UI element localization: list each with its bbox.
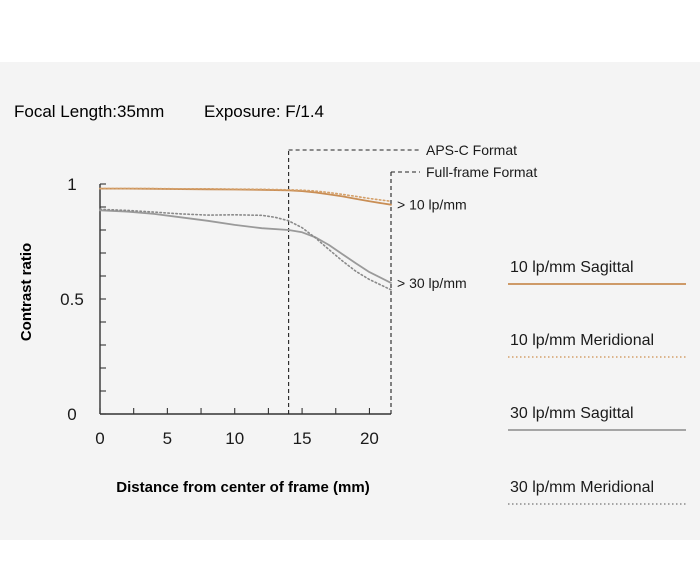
focal-length-label: Focal Length:35mm	[14, 102, 164, 121]
series-line	[99, 187, 392, 206]
y-tick-label: 0.5	[60, 290, 84, 309]
x-tick-label: 15	[293, 429, 312, 448]
legend-label: 30 lp/mm Meridional	[510, 479, 654, 496]
series-line	[99, 209, 392, 284]
chart-annotations: > 10 lp/mm > 30 lp/mm	[397, 197, 467, 291]
x-tick-label: 0	[95, 429, 104, 448]
exposure-label: Exposure: F/1.4	[204, 102, 324, 121]
series-annotation: > 10 lp/mm	[397, 197, 467, 213]
marker-label: APS-C Format	[426, 142, 517, 158]
chart-axes: 00.510 5 10 15 20	[60, 175, 391, 448]
legend-label: 30 lp/mm Sagittal	[510, 405, 634, 422]
x-axis-title: Distance from center of frame (mm)	[116, 479, 369, 496]
marker-label: Full-frame Format	[426, 164, 537, 180]
legend-label: 10 lp/mm Meridional	[510, 332, 654, 349]
format-markers: APS-C Format Full-frame Format	[288, 142, 537, 414]
chart-series	[99, 187, 392, 291]
x-tick-label: 5	[163, 429, 172, 448]
legend-label: 10 lp/mm Sagittal	[510, 259, 634, 276]
series-line	[99, 208, 392, 291]
series-line	[99, 187, 392, 203]
x-tick-label: 10	[225, 429, 244, 448]
x-tick-label: 20	[360, 429, 379, 448]
y-tick-label: 0	[67, 405, 76, 424]
y-tick-label: 1	[67, 175, 76, 194]
chart-background	[0, 62, 700, 540]
chart-legend: 10 lp/mm Sagittal 10 lp/mm Meridional 30 l…	[508, 259, 686, 505]
series-annotation: > 30 lp/mm	[397, 275, 467, 291]
y-axis-title: Contrast ratio	[18, 243, 35, 341]
